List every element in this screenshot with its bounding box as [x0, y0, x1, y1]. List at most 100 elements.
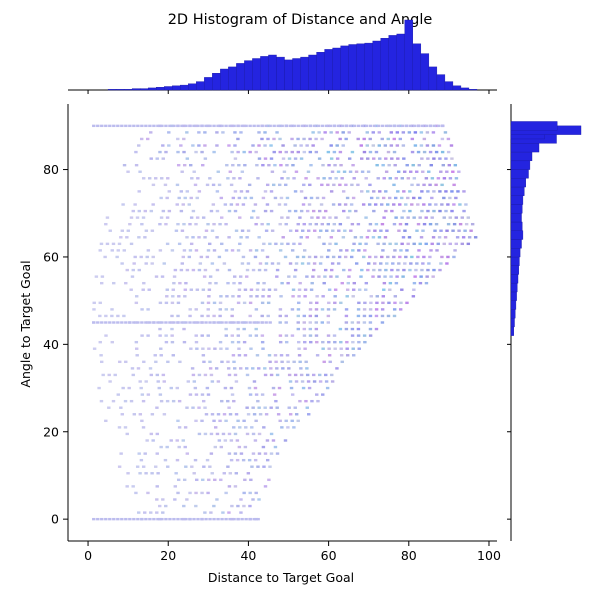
angle-marginal-bar	[510, 221, 523, 231]
joint-cell	[256, 177, 260, 180]
joint-cell	[293, 157, 298, 160]
joint-cell	[224, 491, 228, 495]
joint-cell	[260, 301, 265, 305]
joint-cell	[200, 393, 205, 396]
joint-cell	[362, 150, 367, 154]
joint-cell	[266, 222, 270, 226]
joint-cell	[107, 373, 111, 377]
joint-cell	[304, 399, 308, 403]
joint-cell	[269, 406, 273, 409]
joint-cell	[98, 340, 102, 344]
joint-cell	[143, 236, 147, 239]
joint-cell	[261, 196, 266, 200]
joint-cell	[326, 150, 331, 154]
joint-cell	[215, 236, 219, 239]
joint-cell	[385, 229, 389, 232]
joint-cell	[303, 347, 307, 350]
joint-band-cell	[172, 321, 176, 324]
joint-cell	[316, 399, 320, 403]
joint-cell	[237, 347, 241, 350]
joint-cell	[200, 491, 204, 495]
joint-cell	[393, 249, 397, 252]
joint-cell	[316, 177, 320, 180]
joint-cell	[261, 295, 265, 298]
joint-cell	[211, 183, 216, 187]
distance-marginal-bar	[388, 35, 397, 91]
joint-cell	[273, 354, 278, 357]
joint-cell	[339, 340, 343, 344]
joint-cell	[404, 203, 408, 206]
joint-cell	[364, 281, 369, 285]
joint-band-cell	[112, 124, 116, 128]
joint-cell	[185, 157, 190, 160]
joint-cell	[143, 209, 147, 213]
joint-cell	[219, 295, 223, 298]
joint-cell	[141, 426, 146, 429]
joint-cell	[308, 334, 313, 337]
joint-cell	[296, 222, 300, 226]
joint-cell	[344, 321, 349, 324]
joint-cell	[422, 255, 426, 259]
joint-cell	[380, 308, 385, 311]
angle-marginal-bar	[510, 169, 529, 179]
joint-cell	[338, 222, 343, 226]
joint-cell	[218, 222, 222, 226]
joint-cell	[197, 236, 201, 239]
joint-cell	[372, 157, 376, 160]
joint-cell	[326, 183, 330, 187]
joint-band-cell	[376, 124, 381, 128]
joint-cell	[215, 131, 219, 134]
joint-cell	[212, 314, 216, 318]
joint-cell	[382, 242, 386, 246]
joint-cell	[396, 157, 400, 160]
joint-cell	[303, 249, 307, 252]
joint-cell	[308, 150, 313, 154]
joint-cell	[189, 216, 194, 219]
joint-cell	[94, 275, 99, 278]
joint-cell	[197, 268, 202, 272]
distance-marginal-bar	[372, 40, 381, 91]
joint-cell	[298, 216, 302, 219]
joint-cell	[303, 295, 307, 298]
joint-cell	[315, 393, 319, 396]
joint-cell	[278, 340, 283, 344]
joint-cell	[275, 373, 280, 377]
joint-cell	[149, 209, 154, 213]
joint-cell	[208, 275, 213, 278]
joint-cell	[367, 203, 372, 206]
joint-cell	[441, 163, 446, 167]
joint-band-cell	[148, 321, 152, 324]
joint-cell	[372, 190, 376, 193]
joint-cell	[251, 432, 256, 436]
joint-cell	[408, 209, 412, 213]
joint-cell	[311, 131, 315, 134]
joint-cell	[297, 288, 302, 291]
joint-cell	[345, 340, 349, 344]
joint-cell	[254, 419, 258, 423]
joint-cell	[322, 216, 326, 219]
joint-cell	[327, 340, 331, 344]
joint-cell	[263, 452, 268, 455]
joint-cell	[398, 222, 403, 226]
y-axis-title: Angle to Target Goal	[18, 260, 33, 387]
joint-cell	[339, 163, 343, 167]
joint-band-cell	[100, 124, 104, 128]
joint-cell	[340, 177, 344, 180]
joint-cell	[303, 340, 307, 344]
joint-cell	[348, 170, 353, 173]
joint-cell	[195, 196, 199, 200]
joint-cell	[440, 150, 445, 154]
joint-cell	[239, 452, 244, 455]
joint-cell	[210, 413, 215, 416]
joint-cell	[120, 229, 124, 232]
joint-cell	[400, 242, 404, 246]
joint-cell	[473, 236, 478, 239]
joint-cell	[437, 236, 442, 239]
joint-cell	[124, 281, 128, 285]
joint-cell	[176, 478, 181, 482]
joint-cell	[254, 249, 259, 252]
joint-cell	[170, 124, 174, 128]
joint-cell	[431, 144, 436, 147]
joint-cell	[365, 131, 369, 134]
